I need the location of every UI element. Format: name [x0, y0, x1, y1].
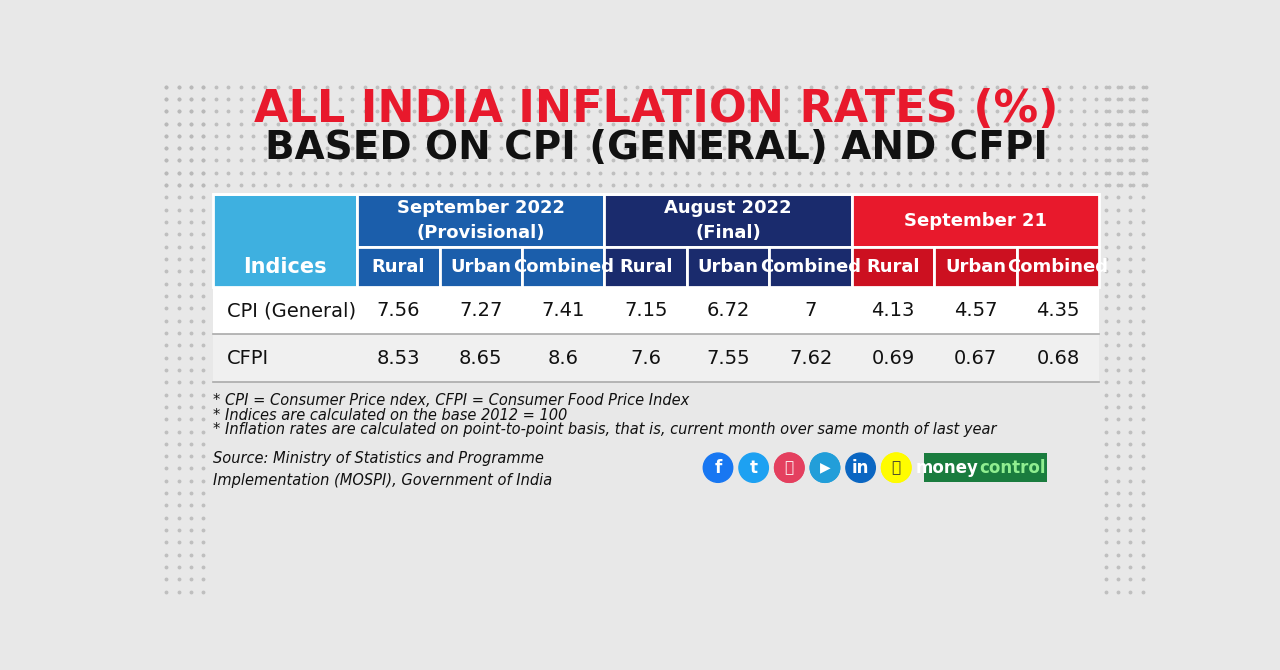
Text: Combined: Combined	[513, 258, 613, 276]
Bar	[924, 453, 1047, 482]
Circle shape	[810, 453, 840, 482]
Bar	[604, 247, 687, 287]
Text: CFPI: CFPI	[227, 349, 269, 368]
Text: control: control	[979, 459, 1046, 477]
Bar	[212, 194, 357, 287]
Text: 0.67: 0.67	[954, 349, 997, 368]
Text: 7.15: 7.15	[623, 301, 667, 320]
Text: Urban: Urban	[698, 258, 759, 276]
Text: Combined: Combined	[760, 258, 861, 276]
Bar	[852, 247, 934, 287]
Text: BASED ON CPI (GENERAL) AND CFPI: BASED ON CPI (GENERAL) AND CFPI	[265, 129, 1047, 167]
Text: 4.57: 4.57	[954, 301, 997, 320]
Text: Source: Ministry of Statistics and Programme
Implementation (MOSPI), Government : Source: Ministry of Statistics and Progr…	[212, 451, 552, 488]
Text: 8.6: 8.6	[548, 349, 579, 368]
Circle shape	[774, 453, 804, 482]
Bar	[212, 194, 1100, 383]
Bar	[769, 247, 852, 287]
Text: Indices: Indices	[243, 257, 326, 277]
Text: t: t	[750, 459, 758, 477]
Text: Combined: Combined	[1007, 258, 1108, 276]
Bar	[1016, 247, 1100, 287]
Text: 8.65: 8.65	[460, 349, 503, 368]
Text: money: money	[915, 459, 978, 477]
Text: 4.35: 4.35	[1037, 301, 1080, 320]
Bar	[357, 247, 439, 287]
Text: * Inflation rates are calculated on point-to-point basis, that is, current month: * Inflation rates are calculated on poin…	[212, 422, 996, 438]
Text: f: f	[714, 459, 722, 477]
Bar	[439, 247, 522, 287]
Circle shape	[739, 453, 768, 482]
Text: 7.62: 7.62	[788, 349, 832, 368]
Text: 6.72: 6.72	[707, 301, 750, 320]
Text: 7.41: 7.41	[541, 301, 585, 320]
Text: Urban: Urban	[945, 258, 1006, 276]
Circle shape	[703, 453, 732, 482]
Bar	[212, 287, 1100, 334]
Bar	[604, 194, 852, 247]
Bar	[357, 194, 604, 247]
Text: * Indices are calculated on the base 2012 = 100: * Indices are calculated on the base 201…	[212, 407, 567, 423]
Text: September 21: September 21	[904, 212, 1047, 230]
Bar	[522, 247, 604, 287]
Text: * CPI = Consumer Price ndex, CFPI = Consumer Food Price Index: * CPI = Consumer Price ndex, CFPI = Cons…	[212, 393, 689, 408]
Text: 7.6: 7.6	[630, 349, 662, 368]
Bar	[852, 194, 1100, 247]
Text: Rural: Rural	[371, 258, 425, 276]
Text: ALL INDIA INFLATION RATES (%): ALL INDIA INFLATION RATES (%)	[253, 88, 1059, 131]
Text: Urban: Urban	[451, 258, 511, 276]
Circle shape	[882, 453, 911, 482]
Text: 0.69: 0.69	[872, 349, 915, 368]
Text: 7.56: 7.56	[376, 301, 420, 320]
Text: 4.13: 4.13	[872, 301, 915, 320]
Circle shape	[882, 453, 911, 482]
Text: 0.68: 0.68	[1037, 349, 1080, 368]
Text: 📷: 📷	[785, 460, 794, 475]
Text: August 2022
(Final): August 2022 (Final)	[664, 199, 792, 242]
Text: 👻: 👻	[892, 460, 901, 475]
Text: September 2022
(Provisional): September 2022 (Provisional)	[397, 199, 564, 242]
Text: Rural: Rural	[620, 258, 672, 276]
Text: Rural: Rural	[867, 258, 920, 276]
Bar	[212, 334, 1100, 383]
Bar	[934, 247, 1016, 287]
Circle shape	[846, 453, 876, 482]
Circle shape	[810, 453, 840, 482]
Text: 7: 7	[804, 301, 817, 320]
Text: 7.55: 7.55	[707, 349, 750, 368]
Text: CPI (General): CPI (General)	[227, 301, 356, 320]
Text: 7.27: 7.27	[460, 301, 503, 320]
Bar	[687, 247, 769, 287]
Text: in: in	[852, 459, 869, 477]
Text: 8.53: 8.53	[376, 349, 420, 368]
Circle shape	[774, 453, 804, 482]
Text: ▶: ▶	[819, 461, 831, 475]
